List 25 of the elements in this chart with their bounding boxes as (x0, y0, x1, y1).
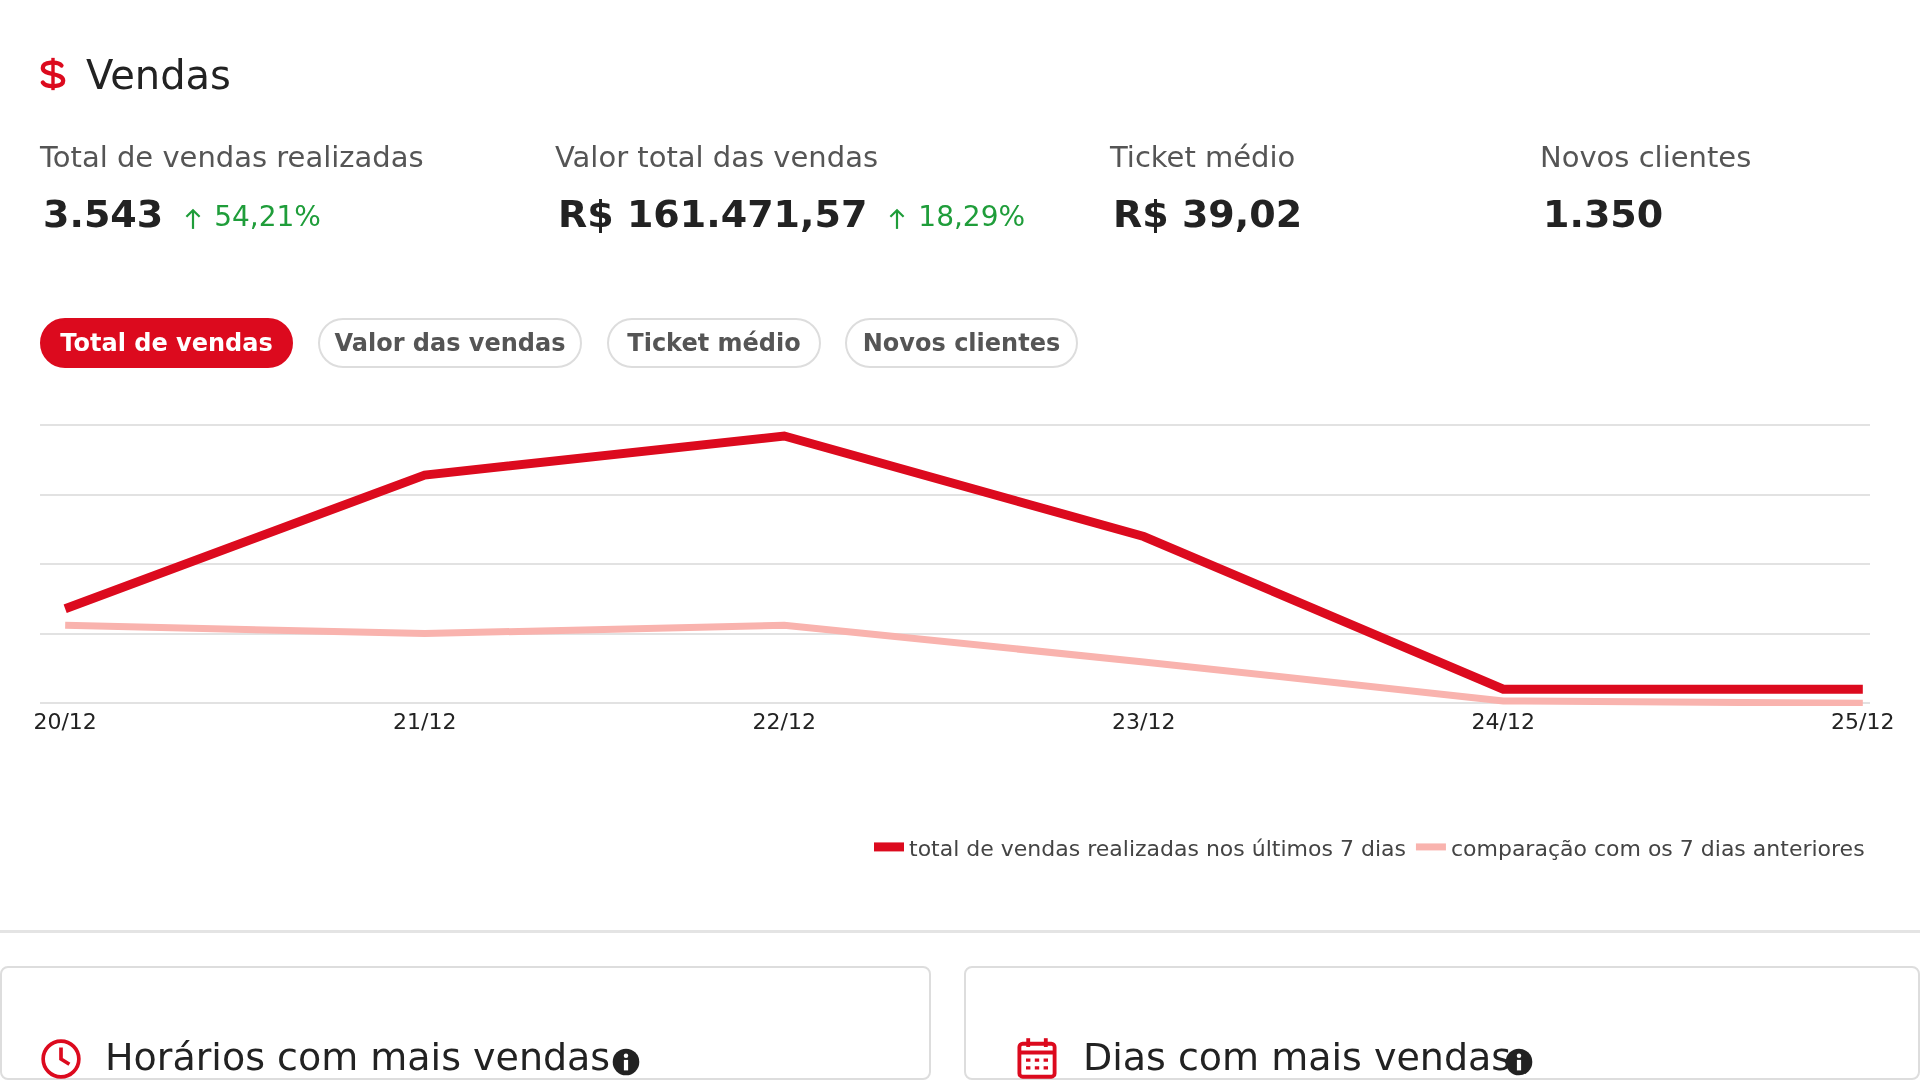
x-tick-label: 20/12 (33, 709, 97, 734)
x-tick-label: 24/12 (1471, 709, 1535, 734)
text: Total de vendas realizadas (40, 140, 424, 174)
text: Novos clientes (845, 318, 1078, 368)
text: Horários com mais vendas (105, 1035, 611, 1079)
text: 54,21% (214, 200, 321, 233)
text: Dias com mais vendas (1083, 1035, 1512, 1079)
x-tick-label: 25/12 (1831, 709, 1895, 734)
text: Valor total das vendas (555, 140, 879, 174)
text: Total de vendas (40, 318, 293, 368)
text: Ticket médio (1110, 140, 1296, 174)
text: Valor das vendas (318, 318, 582, 368)
text: 1.350 (1543, 192, 1664, 236)
x-tick-label: 22/12 (752, 709, 816, 734)
legend-label: comparação com os 7 dias anteriores (1450, 835, 1865, 861)
text: 3.543 (43, 192, 164, 236)
x-tick-label: 21/12 (393, 709, 457, 734)
text: Novos clientes (1540, 140, 1752, 174)
text: R$ 39,02 (1113, 192, 1303, 236)
chart-title: Vendas (86, 52, 231, 98)
x-tick-label: 23/12 (1112, 709, 1176, 734)
legend-label: total de vendas realizadas nos últimos 7 dias (909, 835, 1406, 861)
text: 18,29% (918, 200, 1026, 233)
text: R$ 161.471,57 (558, 192, 868, 236)
text: Ticket médio (607, 318, 821, 368)
